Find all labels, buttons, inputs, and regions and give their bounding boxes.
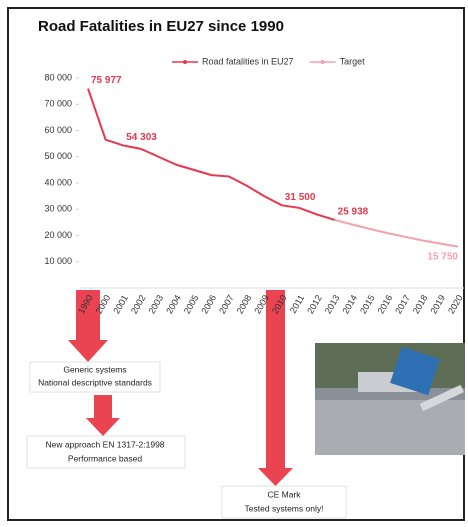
photo-road <box>315 400 465 455</box>
annotation: National descriptive standards <box>38 377 152 387</box>
legend-marker <box>321 60 325 64</box>
annotation: Generic systems <box>63 364 126 374</box>
slide: Road Fatalities in EU27 since 1990 Gener… <box>0 0 468 522</box>
value-label: 15 750 <box>427 251 458 262</box>
annotation: CE Mark <box>267 489 301 499</box>
y-tick-label: 80 000 <box>44 72 72 82</box>
annotation: Tested systems only! <box>245 503 324 513</box>
legend-marker <box>183 60 187 64</box>
y-tick-label: 30 000 <box>44 204 72 214</box>
value-label: 25 938 <box>338 207 369 218</box>
y-tick-label: 60 000 <box>44 125 72 135</box>
value-label: 31 500 <box>285 192 316 203</box>
annotation: New approach EN 1317-2:1998 <box>45 439 164 449</box>
y-tick-label: 20 000 <box>44 230 72 240</box>
y-tick-label: 40 000 <box>44 177 72 187</box>
y-tick-label: 70 000 <box>44 99 72 109</box>
legend-label: Target <box>340 56 366 66</box>
chart-title: Road Fatalities in EU27 since 1990 <box>38 18 284 35</box>
y-tick-label: 50 000 <box>44 151 72 161</box>
legend-label: Road fatalities in EU27 <box>202 56 294 66</box>
value-label: 54 303 <box>126 132 157 143</box>
annotation: Performance based <box>68 453 142 463</box>
y-tick-label: 10 000 <box>44 256 72 266</box>
value-label: 75 977 <box>91 75 122 86</box>
